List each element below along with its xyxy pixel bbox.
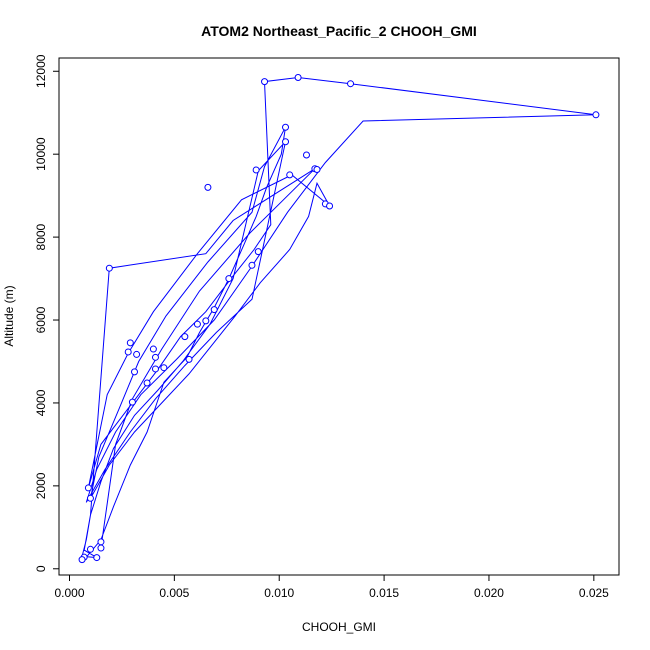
y-axis: 0 2000 4000 6000 8000 10000 12000 xyxy=(34,54,59,572)
data-point xyxy=(128,398,136,406)
data-point xyxy=(97,538,105,546)
data-point xyxy=(210,306,218,314)
data-point xyxy=(124,348,132,356)
x-axis: 0.000 0.005 0.010 0.015 0.020 0.025 xyxy=(54,575,609,600)
data-point xyxy=(143,379,151,387)
data-point xyxy=(261,78,269,86)
data-point xyxy=(126,339,134,347)
data-point xyxy=(86,545,94,553)
x-tick-label: 0.000 xyxy=(54,586,84,600)
data-point xyxy=(193,320,201,328)
data-point xyxy=(84,484,92,492)
data-point xyxy=(313,166,321,174)
data-point xyxy=(254,248,262,256)
x-tick-label: 0.020 xyxy=(474,586,504,600)
data-point xyxy=(282,138,290,146)
data-point xyxy=(97,544,105,552)
data-point xyxy=(282,123,290,131)
data-point xyxy=(86,494,94,502)
data-point xyxy=(592,111,600,119)
x-tick-label: 0.005 xyxy=(159,586,189,600)
data-point xyxy=(347,80,355,88)
plot-frame xyxy=(58,57,620,576)
data-point xyxy=(302,151,310,159)
data-point xyxy=(294,73,302,81)
x-tick-label: 0.015 xyxy=(369,586,399,600)
data-point xyxy=(225,275,233,283)
data-point xyxy=(160,364,168,372)
y-axis-label: Altitude (m) xyxy=(2,285,16,346)
data-point xyxy=(185,355,193,363)
data-point xyxy=(252,166,260,174)
data-point xyxy=(149,345,157,353)
y-tick-label: 10000 xyxy=(34,137,48,171)
data-point xyxy=(248,261,256,269)
x-axis-label: CHOOH_GMI xyxy=(302,620,376,634)
data-point xyxy=(286,171,294,179)
chart-title: ATOM2 Northeast_Pacific_2 CHOOH_GMI xyxy=(201,23,477,39)
data-point xyxy=(202,317,210,325)
y-tick-label: 4000 xyxy=(34,389,48,416)
data-point xyxy=(151,365,159,373)
data-point xyxy=(105,264,113,272)
series-markers xyxy=(78,73,600,564)
data-point xyxy=(204,183,212,191)
x-tick-label: 0.010 xyxy=(264,586,294,600)
y-tick-label: 12000 xyxy=(34,54,48,88)
data-point xyxy=(151,353,159,361)
data-point xyxy=(133,350,141,358)
y-tick-label: 8000 xyxy=(34,223,48,250)
y-tick-label: 0 xyxy=(34,565,48,572)
data-point xyxy=(78,556,86,564)
x-tick-label: 0.025 xyxy=(579,586,609,600)
data-point xyxy=(181,333,189,341)
data-point xyxy=(93,554,101,562)
data-point xyxy=(326,202,334,210)
data-point xyxy=(131,368,139,376)
y-tick-label: 2000 xyxy=(34,472,48,499)
y-tick-label: 6000 xyxy=(34,306,48,333)
